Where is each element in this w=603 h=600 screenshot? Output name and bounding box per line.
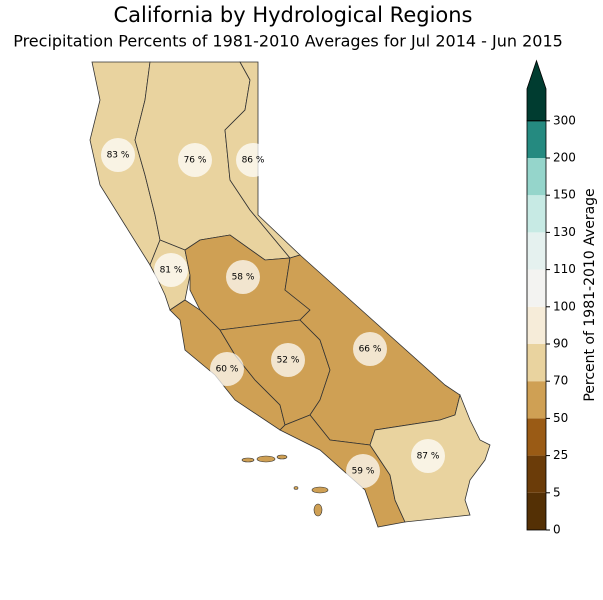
label-halo bbox=[226, 260, 260, 294]
colorbar-swatch bbox=[527, 344, 546, 382]
region-label: 76 % bbox=[184, 156, 207, 166]
region-label: 58 % bbox=[232, 273, 255, 283]
colorbar-swatch bbox=[527, 158, 546, 196]
colorbar-tick-label: 150 bbox=[553, 188, 576, 202]
colorbar-tick-label: 90 bbox=[553, 337, 568, 351]
colorbar-tick-label: 0 bbox=[553, 523, 561, 537]
colorbar-swatch bbox=[527, 269, 546, 307]
region-label: 59 % bbox=[352, 467, 375, 477]
colorbar-swatch bbox=[527, 381, 546, 419]
colorbar-tick-label: 25 bbox=[553, 448, 568, 462]
colorbar-extend bbox=[526, 59, 547, 122]
colorbar-swatch bbox=[527, 492, 546, 530]
label-halo bbox=[178, 143, 212, 177]
colorbar-frame bbox=[526, 120, 547, 531]
label-halo bbox=[411, 439, 445, 473]
region-label: 66 % bbox=[359, 345, 382, 355]
map-subtitle: Precipitation Percents of 1981-2010 Aver… bbox=[13, 32, 563, 51]
colorbar-tick-label: 70 bbox=[553, 374, 568, 388]
colorbar-swatch bbox=[527, 195, 546, 233]
label-halo bbox=[154, 253, 188, 287]
colorbar-swatch bbox=[527, 232, 546, 270]
colorbar-swatch bbox=[527, 418, 546, 456]
region-label: 81 % bbox=[160, 266, 183, 276]
map-title: California by Hydrological Regions bbox=[114, 3, 473, 27]
label-halo bbox=[271, 343, 305, 377]
label-halo bbox=[101, 138, 135, 172]
colorbar-tick-label: 130 bbox=[553, 225, 576, 239]
label-halo bbox=[346, 454, 380, 488]
region-label: 86 % bbox=[242, 156, 265, 166]
colorbar-swatch bbox=[527, 455, 546, 493]
colorbar-tick-label: 300 bbox=[553, 113, 576, 127]
colorbar-swatch bbox=[527, 306, 546, 344]
colorbar-tick-label: 200 bbox=[553, 151, 576, 165]
region-label: 60 % bbox=[216, 365, 239, 375]
label-halo bbox=[210, 352, 244, 386]
colorbar-tick-label: 110 bbox=[553, 262, 576, 276]
label-halo bbox=[236, 143, 270, 177]
colorbar-swatch bbox=[527, 120, 546, 158]
colorbar-tick-label: 50 bbox=[553, 411, 568, 425]
colorbar-tick-label: 100 bbox=[553, 299, 576, 313]
region-label: 83 % bbox=[107, 151, 130, 161]
label-halo bbox=[353, 332, 387, 366]
colorbar-label: Percent of 1981-2010 Average bbox=[582, 188, 598, 401]
islands bbox=[241, 454, 329, 517]
region-label: 52 % bbox=[277, 356, 300, 366]
region-label: 87 % bbox=[417, 452, 440, 462]
colorbar-tick-label: 5 bbox=[553, 485, 561, 499]
